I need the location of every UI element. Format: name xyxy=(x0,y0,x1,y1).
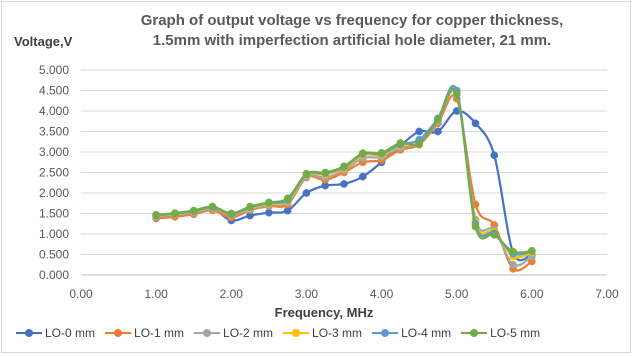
data-point xyxy=(302,189,311,197)
legend-marker-icon xyxy=(461,328,488,338)
data-point xyxy=(265,198,273,207)
data-point xyxy=(358,149,367,158)
y-tick-label: 4.000 xyxy=(39,104,69,118)
x-tick-label: 3.00 xyxy=(295,287,319,301)
series-line-2 xyxy=(156,89,533,267)
data-point xyxy=(452,89,461,98)
y-tick-label: 3.000 xyxy=(39,145,69,159)
legend-label: LO-2 mm xyxy=(223,326,274,340)
data-point xyxy=(415,139,423,148)
chart-title-line-2: 1.5mm with imperfection artificial hole … xyxy=(152,32,552,49)
data-point xyxy=(396,139,405,147)
data-point xyxy=(227,209,236,218)
y-tick-label: 1.500 xyxy=(39,207,69,221)
data-point xyxy=(302,169,311,178)
data-point xyxy=(377,148,386,157)
y-tick-label: 3.500 xyxy=(39,125,69,139)
legend-item: LO-3 mm xyxy=(283,326,362,340)
x-tick-label: 5.00 xyxy=(445,287,469,301)
legend-item: LO-1 mm xyxy=(105,326,184,340)
data-point xyxy=(528,246,536,255)
legend-label: LO-5 mm xyxy=(490,326,541,340)
x-axis-label: Frequency, MHz xyxy=(274,305,374,320)
x-tick-label: 6.00 xyxy=(520,287,544,301)
data-point xyxy=(471,119,480,128)
x-tick-label: 2.00 xyxy=(220,287,244,301)
legend-item: LO-0 mm xyxy=(16,326,95,340)
legend-item: LO-5 mm xyxy=(461,326,540,340)
data-point xyxy=(490,230,499,239)
x-tick-label: 7.00 xyxy=(595,287,619,301)
legend-label: LO-1 mm xyxy=(134,326,185,340)
legend-label: LO-4 mm xyxy=(401,326,452,340)
data-point xyxy=(340,180,348,188)
x-tick-label: 1.00 xyxy=(144,287,168,301)
data-point xyxy=(415,127,423,136)
data-point xyxy=(490,151,499,160)
data-point xyxy=(265,208,273,217)
data-point xyxy=(340,162,348,171)
data-point xyxy=(358,172,367,181)
x-tick-label: 0.00 xyxy=(69,287,93,301)
series-line-5 xyxy=(156,87,532,254)
legend: LO-0 mm LO-1 mm LO-2 mm LO-3 mm LO-4 mm LO-5 … xyxy=(16,323,634,343)
legend-marker-icon xyxy=(16,328,42,338)
y-tick-label: 5.000 xyxy=(39,63,69,77)
data-point xyxy=(208,202,217,211)
data-point xyxy=(246,202,254,211)
legend-label: LO-3 mm xyxy=(312,326,363,340)
chart-title-line-1: Graph of output voltage vs frequency for… xyxy=(140,12,564,29)
data-point xyxy=(509,260,517,269)
y-tick-label: 0.000 xyxy=(39,268,69,282)
x-tick-label: 4.00 xyxy=(370,287,394,301)
y-tick-label: 4.500 xyxy=(39,84,69,98)
y-tick-label: 0.500 xyxy=(39,248,69,262)
y-tick-label: 2.500 xyxy=(39,166,69,180)
y-tick-label: 1.000 xyxy=(39,227,69,241)
data-point xyxy=(434,115,442,124)
data-point xyxy=(189,206,198,215)
y-axis-label: Voltage,V xyxy=(14,34,73,49)
legend-marker-icon xyxy=(105,328,132,338)
data-point xyxy=(283,194,292,203)
legend-marker-icon xyxy=(372,328,399,338)
legend-label: LO-0 mm xyxy=(45,326,96,340)
legend-item: LO-2 mm xyxy=(194,326,273,340)
y-tick-label: 2.000 xyxy=(39,186,69,200)
legend-marker-icon xyxy=(194,328,221,338)
data-point xyxy=(509,247,517,256)
plot-area: 0.000 0.500 1.000 1.500 2.000 2.500 3.000 3.500… xyxy=(39,63,619,301)
legend-item: LO-4 mm xyxy=(372,326,451,340)
data-point xyxy=(471,222,480,231)
data-point xyxy=(152,210,160,219)
legend-marker-icon xyxy=(283,328,310,338)
data-point xyxy=(171,209,179,217)
data-point xyxy=(321,168,330,177)
data-point xyxy=(434,127,442,136)
